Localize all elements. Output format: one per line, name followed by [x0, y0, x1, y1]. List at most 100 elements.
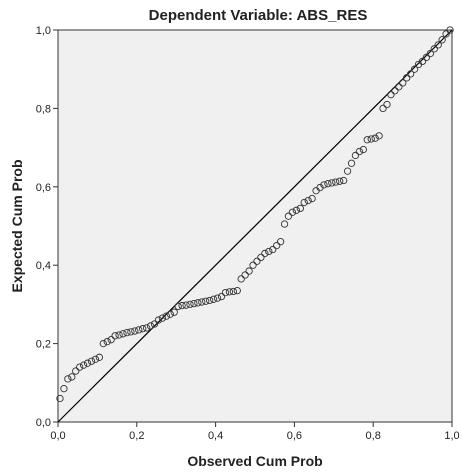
data-point [146, 322, 155, 330]
data-point [174, 302, 182, 311]
data-point [265, 247, 273, 256]
data-point [56, 394, 64, 403]
y-tick-label: 1,0 [36, 25, 51, 37]
data-point [68, 373, 76, 381]
data-point [300, 198, 308, 207]
data-point [288, 208, 297, 216]
data-point [276, 238, 285, 246]
data-point [351, 151, 360, 160]
data-point [304, 196, 312, 205]
data-point [87, 357, 96, 365]
data-points [56, 26, 454, 403]
data-point [296, 204, 304, 213]
data-point [139, 325, 147, 333]
data-point [198, 298, 206, 306]
data-point [76, 363, 84, 371]
data-point [233, 287, 241, 295]
data-point [355, 147, 364, 156]
x-axis-ticks: 0,0 0,2 0,4 0,6 0,8 1,0 [50, 422, 460, 442]
data-point [422, 53, 431, 62]
data-point [150, 320, 159, 328]
data-point [410, 65, 419, 73]
y-tick-label: 0,8 [36, 103, 51, 115]
data-point [434, 41, 442, 49]
data-point [438, 36, 446, 44]
data-point [442, 30, 450, 38]
x-tick-label: 0,4 [208, 430, 223, 442]
data-point [194, 299, 202, 307]
x-tick-label: 0,0 [50, 430, 65, 442]
data-point [123, 328, 131, 337]
data-point [426, 49, 434, 58]
data-point [225, 288, 234, 296]
reference-line [57, 29, 453, 423]
data-point [359, 145, 367, 154]
data-point [269, 245, 277, 254]
chart-title: Dependent Variable: ABS_RES [149, 7, 368, 24]
y-axis-ticks: 0,0 0,2 0,4 0,6 0,8 1,0 [36, 25, 58, 429]
data-point [79, 361, 88, 369]
data-point [430, 45, 438, 53]
y-axis-label: Expected Cum Prob [9, 159, 25, 292]
data-point [190, 299, 198, 308]
data-point [83, 359, 92, 367]
data-point [249, 261, 257, 269]
data-point [245, 267, 253, 275]
data-point [178, 301, 186, 310]
data-point [162, 312, 171, 320]
x-tick-label: 0,8 [366, 430, 381, 442]
data-point [399, 79, 407, 87]
data-point [320, 181, 328, 189]
data-point [292, 206, 301, 214]
data-point [237, 275, 245, 283]
data-point [387, 91, 395, 99]
data-point [170, 308, 178, 316]
data-point [332, 178, 340, 186]
y-tick-label: 0,0 [36, 417, 51, 429]
data-point [119, 330, 127, 338]
data-point [202, 297, 210, 305]
data-point [371, 134, 379, 142]
data-point [217, 292, 226, 301]
x-tick-label: 0,6 [287, 430, 302, 442]
data-point [261, 249, 269, 258]
data-point [328, 179, 336, 187]
data-point [99, 339, 107, 348]
data-point [406, 70, 415, 78]
data-point [221, 288, 230, 297]
data-point [107, 336, 115, 344]
data-point [273, 241, 281, 250]
data-point [363, 136, 371, 144]
data-point [103, 337, 111, 346]
x-tick-label: 1,0 [444, 430, 459, 442]
data-point [186, 300, 194, 309]
x-axis-label: Observed Cum Prob [187, 453, 322, 469]
data-point [257, 253, 265, 262]
data-point [339, 176, 348, 185]
data-point [324, 180, 332, 188]
data-point [308, 194, 316, 203]
data-point [229, 287, 237, 296]
data-point [158, 314, 167, 322]
y-tick-label: 0,6 [36, 182, 51, 194]
x-tick-label: 0,2 [129, 430, 144, 442]
data-point [336, 177, 344, 185]
data-point [166, 310, 174, 318]
data-point [60, 385, 68, 393]
data-point [446, 26, 454, 34]
data-point [241, 271, 249, 279]
data-point [142, 324, 151, 332]
data-point [206, 296, 214, 305]
data-point [72, 367, 80, 375]
data-point [343, 167, 352, 175]
data-point [91, 355, 100, 363]
data-point [115, 331, 123, 339]
data-point [131, 327, 139, 335]
data-point [209, 295, 218, 303]
data-point [95, 353, 104, 361]
data-point [383, 100, 391, 109]
data-point [111, 332, 119, 340]
y-tick-label: 0,4 [36, 260, 51, 272]
data-point [253, 257, 261, 265]
